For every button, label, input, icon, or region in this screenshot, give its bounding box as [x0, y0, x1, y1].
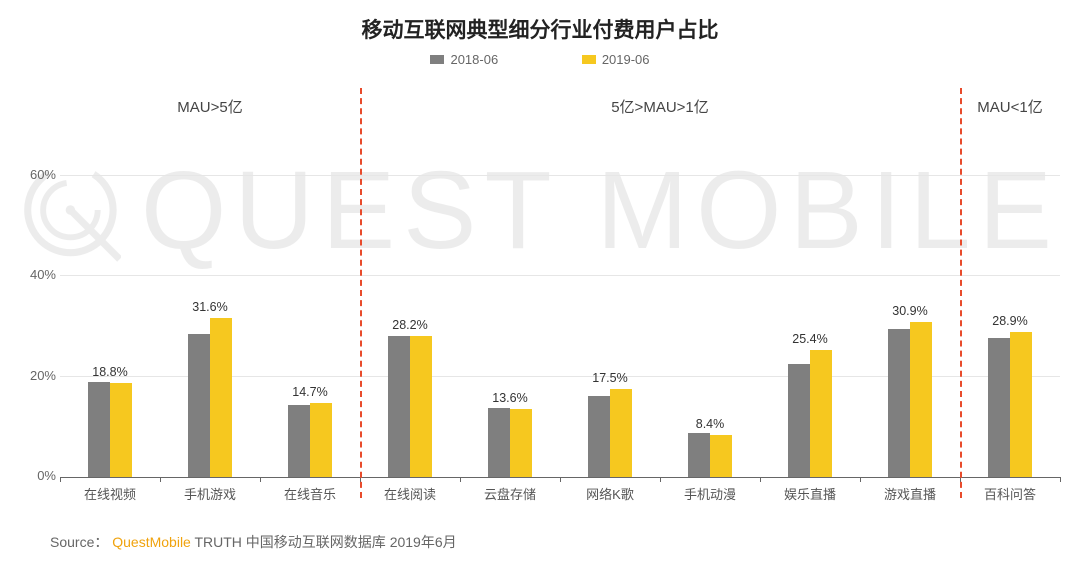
axis-tick: [260, 477, 261, 482]
bar: [710, 435, 732, 477]
legend-item-2018: 2018-06: [430, 52, 498, 67]
legend-swatch: [582, 55, 596, 64]
bar: [510, 409, 532, 477]
value-label: 13.6%: [485, 391, 535, 405]
x-tick-label: 网络K歌: [565, 484, 655, 503]
legend-item-2019: 2019-06: [582, 52, 650, 67]
value-label: 28.2%: [385, 318, 435, 332]
group-header-label: 5亿>MAU>1亿: [590, 96, 730, 117]
value-label: 28.9%: [985, 314, 1035, 328]
bar: [588, 396, 610, 477]
axis-tick: [660, 477, 661, 482]
bar: [688, 433, 710, 477]
value-label: 17.5%: [585, 371, 635, 385]
legend: 2018-06 2019-06: [0, 52, 1080, 67]
x-tick-label: 在线阅读: [365, 484, 455, 503]
axis-tick: [460, 477, 461, 482]
bar: [188, 334, 210, 477]
value-label: 31.6%: [185, 300, 235, 314]
bar: [810, 350, 832, 477]
bar: [1010, 332, 1032, 477]
axis-tick: [760, 477, 761, 482]
value-label: 25.4%: [785, 332, 835, 346]
bar: [410, 336, 432, 477]
bar: [488, 408, 510, 477]
x-tick-label: 手机动漫: [665, 484, 755, 503]
x-tick-label: 在线视频: [65, 484, 155, 503]
group-header-label: MAU>5亿: [140, 96, 280, 117]
value-label: 18.8%: [85, 365, 135, 379]
bar: [910, 322, 932, 477]
gridline: [60, 275, 1060, 276]
source-rest: TRUTH 中国移动互联网数据库 2019年6月: [191, 534, 457, 550]
x-tick-label: 手机游戏: [165, 484, 255, 503]
y-tick-label: 60%: [18, 167, 56, 182]
value-label: 8.4%: [685, 417, 735, 431]
y-tick-label: 0%: [18, 468, 56, 483]
axis-tick: [560, 477, 561, 482]
bar: [988, 338, 1010, 477]
source-line: Source： QuestMobile TRUTH 中国移动互联网数据库 201…: [50, 532, 457, 552]
chart-plot-area: [60, 176, 1060, 478]
value-label: 30.9%: [885, 304, 935, 318]
bar: [388, 336, 410, 477]
legend-label: 2018-06: [450, 52, 498, 67]
bar: [788, 364, 810, 477]
bar: [210, 318, 232, 477]
source-prefix: Source：: [50, 534, 108, 550]
bar: [88, 382, 110, 477]
y-tick-label: 20%: [18, 368, 56, 383]
x-tick-label: 在线音乐: [265, 484, 355, 503]
bar: [110, 383, 132, 477]
bar: [310, 403, 332, 477]
axis-tick: [860, 477, 861, 482]
source-brand: QuestMobile: [112, 534, 191, 550]
x-tick-label: 游戏直播: [865, 484, 955, 503]
axis-tick: [60, 477, 61, 482]
y-tick-label: 40%: [18, 267, 56, 282]
gridline: [60, 175, 1060, 176]
bar: [288, 405, 310, 477]
x-tick-label: 云盘存储: [465, 484, 555, 503]
chart-title: 移动互联网典型细分行业付费用户占比: [0, 14, 1080, 44]
axis-tick: [1060, 477, 1061, 482]
legend-label: 2019-06: [602, 52, 650, 67]
x-tick-label: 百科问答: [965, 484, 1055, 503]
axis-tick: [160, 477, 161, 482]
group-separator: [360, 88, 362, 498]
value-label: 14.7%: [285, 385, 335, 399]
legend-swatch: [430, 55, 444, 64]
group-separator: [960, 88, 962, 498]
bar: [888, 329, 910, 477]
bar: [610, 389, 632, 477]
x-tick-label: 娱乐直播: [765, 484, 855, 503]
